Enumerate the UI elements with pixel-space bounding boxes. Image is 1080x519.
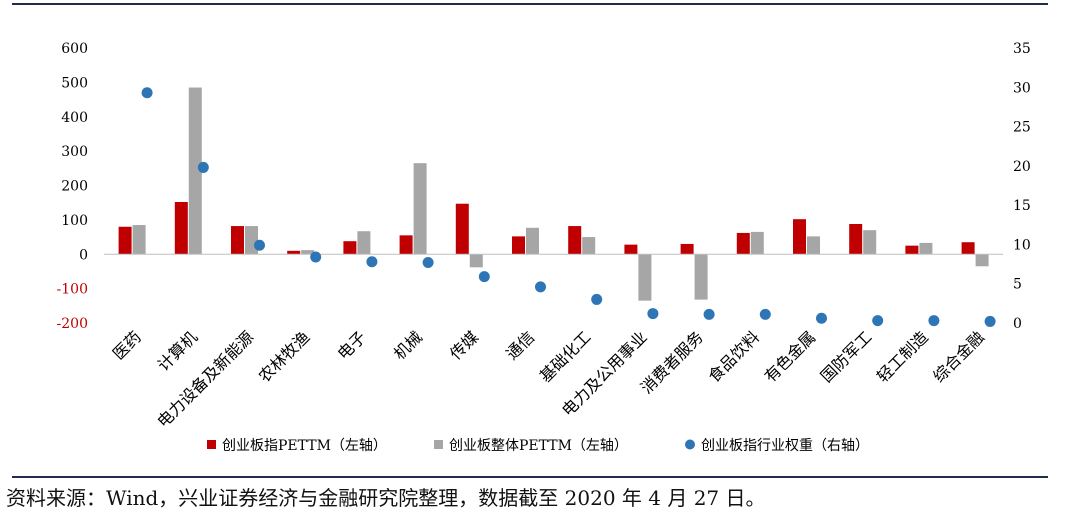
bar-board-pe — [301, 250, 315, 255]
bar-index-pe — [568, 226, 582, 255]
weight-dot — [197, 161, 209, 173]
weight-dot — [872, 315, 884, 327]
bottom-rule — [12, 476, 1048, 478]
weight-dot — [254, 239, 265, 251]
right-tick-label: 30 — [1013, 80, 1031, 96]
legend: 创业板指PETTM（左轴） 创业板整体PETTM（左轴） 创业板指行业权重（右轴） — [207, 438, 869, 454]
category-label: 电力设备及新能源 — [153, 327, 257, 431]
category-label: 基础化工 — [536, 327, 595, 386]
bar-board-pe — [469, 254, 483, 268]
weight-dot — [478, 271, 490, 283]
weight-dot — [141, 87, 153, 99]
bar-board-pe — [526, 227, 539, 255]
weight-dot — [984, 315, 996, 327]
left-tick-label: 600 — [61, 41, 88, 57]
bar-board-pe — [582, 237, 596, 255]
category-label: 电子 — [334, 327, 370, 363]
weight-dot — [928, 315, 940, 327]
right-tick-label: 25 — [1013, 120, 1031, 136]
bar-index-pe — [118, 226, 132, 255]
bar-index-pe — [287, 250, 301, 255]
category-label: 有色金属 — [761, 327, 820, 386]
bar-board-pe — [357, 231, 371, 255]
bar-index-pe — [680, 243, 694, 255]
left-tick-label: 300 — [61, 144, 88, 160]
bar-board-pe — [188, 87, 202, 255]
category-label: 传媒 — [446, 327, 482, 363]
right-tick-label: 35 — [1013, 41, 1031, 57]
category-label: 通信 — [502, 327, 538, 363]
bar-board-pe — [975, 254, 989, 267]
top-rule — [12, 3, 1048, 5]
left-tick-label: -100 — [57, 282, 88, 298]
legend-label: 创业板整体PETTM（左轴） — [449, 438, 628, 454]
left-tick-label: 0 — [79, 247, 88, 263]
bar-index-pe — [231, 226, 244, 255]
bar-board-pe — [807, 236, 820, 255]
weight-dot — [366, 256, 378, 268]
right-tick-label: 5 — [1013, 277, 1022, 293]
left-axis: 600 500 400 300 200 100 0 -100 -200 — [57, 41, 88, 332]
right-tick-label: 15 — [1013, 198, 1031, 214]
bar-index-pe — [736, 232, 750, 255]
bar-index-pe — [905, 245, 919, 255]
right-axis: 35 30 25 20 15 10 5 0 — [1013, 41, 1031, 332]
category-label: 计算机 — [154, 327, 201, 374]
dots-layer — [141, 87, 996, 327]
weight-dot — [703, 308, 715, 320]
bar-board-pe — [919, 242, 933, 255]
category-label: 综合金融 — [929, 327, 988, 386]
bar-board-pe — [132, 225, 146, 255]
bar-index-pe — [961, 242, 975, 255]
bar-index-pe — [849, 224, 863, 255]
category-label: 农林牧渔 — [255, 327, 314, 386]
category-label: 轻工制造 — [873, 327, 932, 386]
category-label: 医药 — [109, 327, 145, 363]
legend-label: 创业板指行业权重（右轴） — [701, 438, 869, 454]
weight-dot — [591, 293, 603, 305]
category-label: 机械 — [390, 327, 426, 363]
right-tick-label: 0 — [1013, 316, 1022, 332]
weight-dot — [422, 257, 434, 268]
bar-board-pe — [245, 226, 258, 255]
legend-swatch — [685, 439, 695, 450]
bar-index-pe — [455, 203, 469, 255]
bars-layer — [118, 87, 989, 301]
right-tick-label: 20 — [1013, 159, 1031, 175]
weight-dot — [816, 312, 827, 324]
weight-dot — [310, 251, 322, 263]
source-note: 资料来源：Wind，兴业证券经济与金融研究院整理，数据截至 2020 年 4 月… — [6, 486, 766, 510]
legend-swatch — [207, 440, 216, 449]
category-label: 食品饮料 — [704, 327, 763, 386]
bar-index-pe — [343, 241, 357, 255]
legend-swatch — [434, 440, 443, 449]
bar-index-pe — [399, 235, 413, 255]
weight-dot — [759, 308, 771, 320]
left-tick-label: 400 — [61, 110, 88, 126]
bar-board-pe — [413, 163, 427, 255]
weight-dot — [535, 281, 546, 293]
category-label: 国防军工 — [817, 327, 876, 386]
bar-board-pe — [638, 254, 652, 301]
bar-board-pe — [750, 231, 764, 255]
left-tick-label: 500 — [61, 75, 88, 91]
weight-dot — [647, 308, 659, 320]
right-tick-label: 10 — [1013, 237, 1031, 253]
left-tick-label: 200 — [61, 179, 88, 195]
bar-index-pe — [512, 236, 525, 255]
bar-board-pe — [863, 230, 877, 255]
legend-label: 创业板指PETTM（左轴） — [222, 438, 387, 454]
bar-index-pe — [624, 244, 638, 255]
bar-board-pe — [694, 254, 708, 300]
left-tick-label: 100 — [61, 213, 88, 229]
bar-index-pe — [174, 202, 188, 255]
bar-index-pe — [793, 219, 806, 255]
left-tick-label: -200 — [57, 316, 88, 332]
